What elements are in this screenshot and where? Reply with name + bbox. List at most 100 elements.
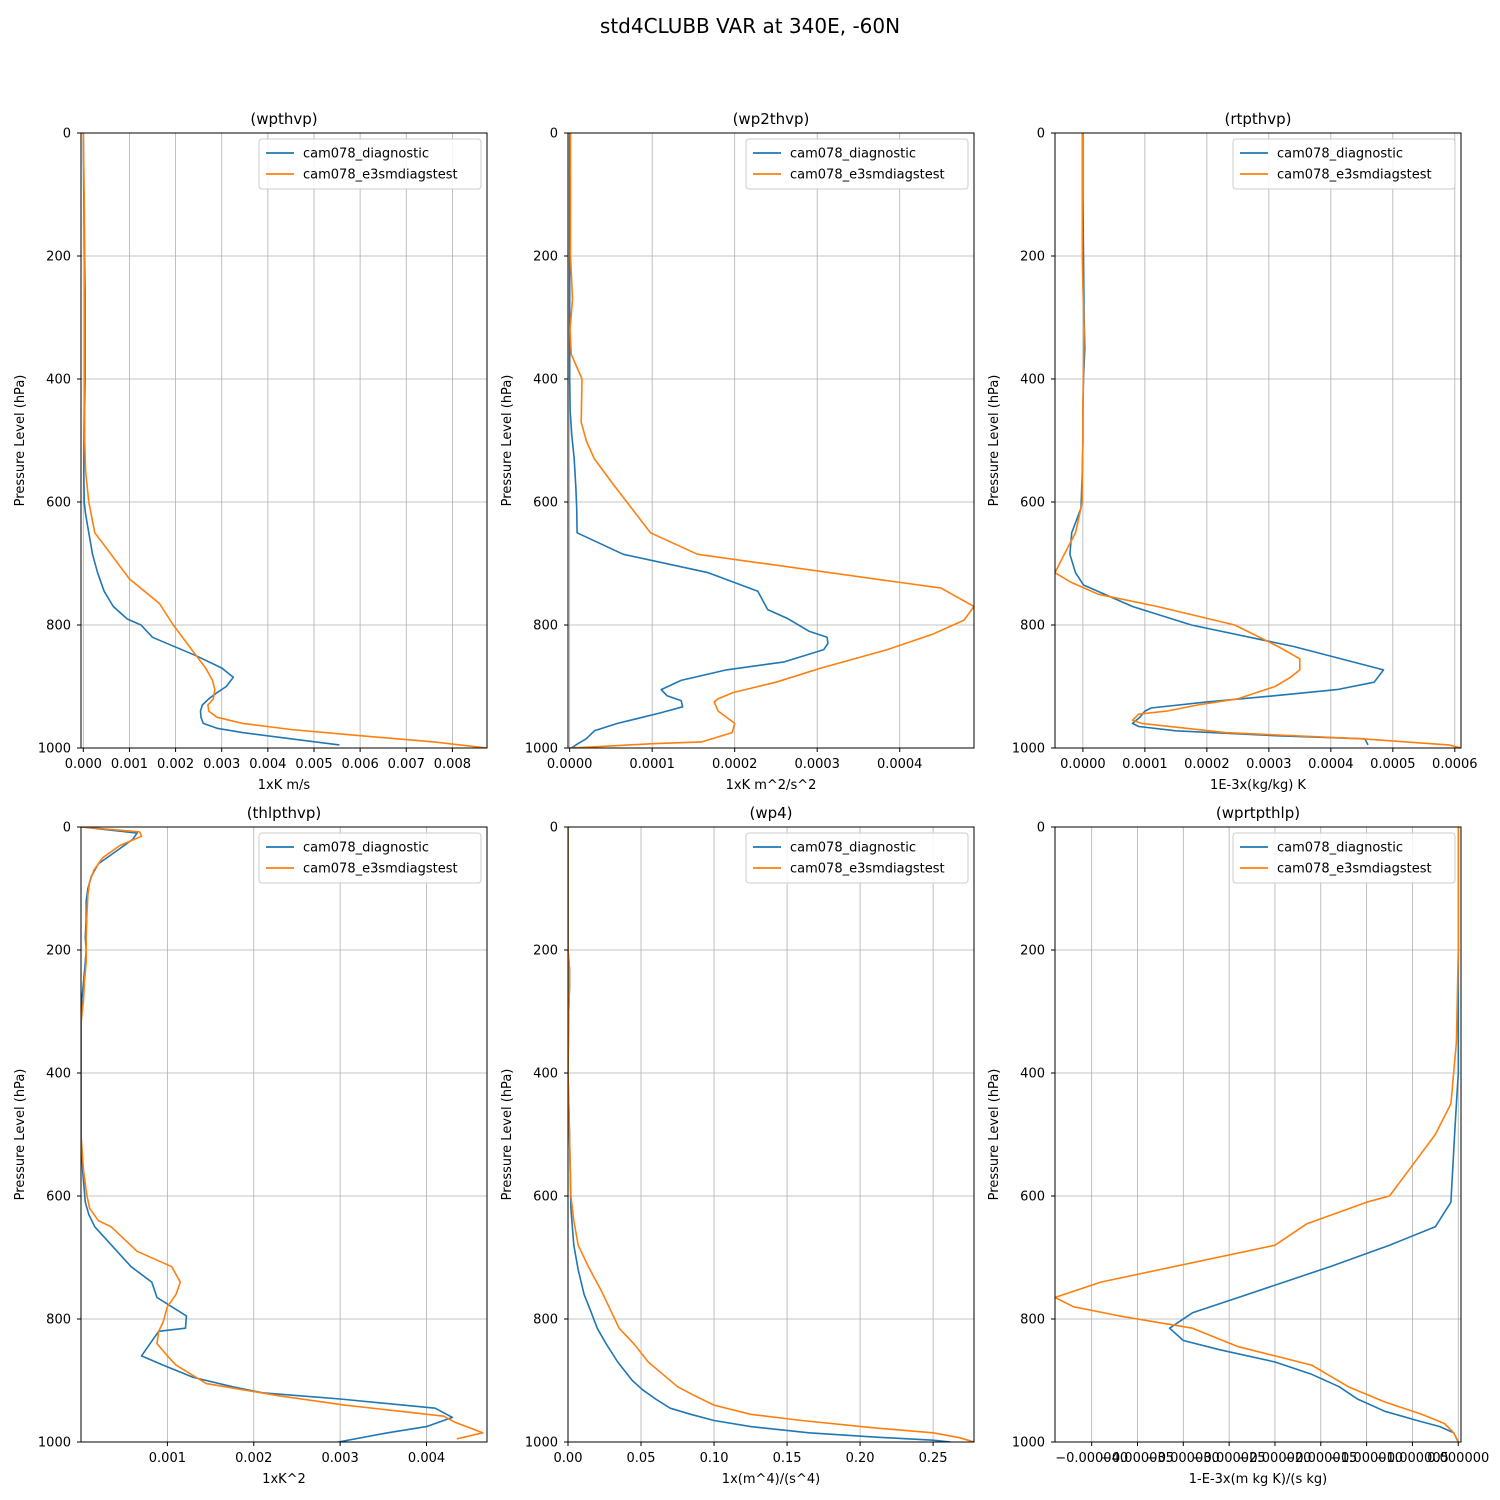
y-tick-label: 0 [1037,821,1045,836]
y-tick-label: 1000 [1012,742,1045,757]
series-line-e3smdiagstest [81,827,484,1440]
y-tick-label: 200 [46,250,71,265]
y-axis-label: Pressure Level (hPa) [500,375,515,507]
legend-label: cam078_e3smdiagstest [790,168,945,183]
subplot-6: −0.000040−0.000035−0.000030−0.000025−0.0… [987,804,1489,1487]
y-tick-label: 800 [1020,1313,1045,1328]
x-axis-label: 1-E-3x(m kg K)/(s kg) [1189,1472,1327,1487]
y-tick-label: 1000 [38,742,71,757]
legend-label: cam078_diagnostic [1277,841,1403,856]
y-tick-label: 400 [1020,373,1045,388]
x-tick-label: 0.001 [149,1451,186,1466]
series-line-diagnostic [81,827,454,1442]
y-tick-label: 600 [1020,1190,1045,1205]
x-axis-label: 1xK m/s [258,778,311,793]
x-tick-label: 0.008 [434,757,471,772]
legend: cam078_diagnostic cam078_e3smdiagstest [1232,832,1456,884]
x-tick-label: −0.000030 [1147,1451,1220,1466]
legend: cam078_diagnostic cam078_e3smdiagstest [258,138,482,190]
series-line-e3smdiagstest [569,133,974,748]
series-line-e3smdiagstest [1055,133,1461,748]
y-axis-label: Pressure Level (hPa) [13,1069,28,1201]
y-tick-label: 600 [533,1190,558,1205]
legend: cam078_diagnostic cam078_e3smdiagstest [745,832,969,884]
x-tick-label: 0.0006 [1432,757,1478,772]
x-tick-label: 0.002 [235,1451,272,1466]
x-tick-label: 0.0004 [1308,757,1354,772]
x-tick-label: 0.05 [627,1451,656,1466]
subplot-2: 0.0000 0.0001 0.0002 0.0003 0.0004 0 200 400 600… [500,110,975,793]
plot-frame [567,132,975,749]
y-tick-label: 1000 [525,742,558,757]
x-tick-label: 0.004 [408,1451,445,1466]
subplot-title: (wprtpthlp) [1216,804,1300,822]
y-tick-label: 800 [1020,619,1045,634]
y-tick-label: 800 [46,619,71,634]
subplot-title: (rtpthvp) [1224,110,1291,128]
legend: cam078_diagnostic cam078_e3smdiagstest [745,138,969,190]
x-tick-label: −0.000010 [1330,1451,1403,1466]
x-tick-label: 0.0000 [547,757,593,772]
subplot-1: 0.000 0.001 0.002 0.003 0.004 0.005 0.006 0.007… [13,110,488,793]
subplot-title: (wpthvp) [250,110,317,128]
y-tick-label: 1000 [38,1436,71,1451]
subplot-title: (thlpthvp) [247,804,322,822]
x-tick-label: 0.0005 [1370,757,1416,772]
series-line-e3smdiagstest [568,827,974,1442]
x-tick-label: −0.000015 [1284,1451,1357,1466]
x-tick-label: 0.006 [342,757,379,772]
legend-box [258,832,482,884]
x-tick-label: −0.000005 [1376,1451,1449,1466]
x-tick-label: 0.001 [111,757,148,772]
x-tick-label: 0.00 [554,1451,583,1466]
x-tick-label: −0.000040 [1055,1451,1128,1466]
x-axis-label: 1x(m^4)/(s^4) [722,1472,820,1487]
y-tick-label: 600 [46,496,71,511]
subplot-5: 0.00 0.05 0.10 0.15 0.20 0.25 0 200 400 600 800 100… [500,804,975,1487]
y-tick-label: 0 [63,821,71,836]
series-line-e3smdiagstest [1055,827,1460,1442]
legend-label: cam078_e3smdiagstest [303,168,458,183]
y-tick-label: 200 [533,250,558,265]
y-axis-label: Pressure Level (hPa) [500,1069,515,1201]
plot-frame [1054,826,1462,1443]
series-line-diagnostic [568,827,951,1442]
series-line-diagnostic [568,133,829,748]
plot-frame [1054,132,1462,749]
legend-label: cam078_diagnostic [303,147,429,162]
y-tick-label: 0 [550,127,558,142]
y-tick-label: 400 [46,1067,71,1082]
y-axis-label: Pressure Level (hPa) [13,375,28,507]
x-tick-label: 0.0003 [1246,757,1292,772]
legend-label: cam078_diagnostic [790,147,916,162]
y-tick-label: 200 [1020,944,1045,959]
y-tick-label: 1000 [1012,1436,1045,1451]
y-tick-label: 600 [533,496,558,511]
y-axis-label: Pressure Level (hPa) [987,1069,1002,1201]
y-axis-label: Pressure Level (hPa) [987,375,1002,507]
legend-label: cam078_e3smdiagstest [1277,862,1432,877]
y-tick-label: 400 [46,373,71,388]
x-tick-label: 0.0003 [794,757,840,772]
x-tick-label: 0.10 [700,1451,729,1466]
series-line-diagnostic [1069,133,1385,746]
y-tick-label: 0 [550,821,558,836]
legend-label: cam078_diagnostic [303,841,429,856]
x-tick-label: 0.005 [295,757,332,772]
y-tick-label: 0 [63,127,71,142]
y-tick-label: 1000 [525,1436,558,1451]
legend-box [1232,138,1456,190]
legend-box [1232,832,1456,884]
legend: cam078_diagnostic cam078_e3smdiagstest [258,832,482,884]
y-tick-label: 800 [533,619,558,634]
x-tick-label: 0.003 [322,1451,359,1466]
x-tick-label: 0.003 [203,757,240,772]
y-tick-label: 200 [1020,250,1045,265]
y-tick-label: 800 [533,1313,558,1328]
subplot-4: 0.001 0.002 0.003 0.004 0 200 400 600 800 1000 (th… [13,804,488,1487]
x-axis-label: 1E-3x(kg/kg) K [1210,778,1306,793]
x-tick-label: 0.0002 [712,757,758,772]
y-tick-label: 200 [533,944,558,959]
figure-title: std4CLUBB VAR at 340E, -60N [599,14,901,38]
legend-label: cam078_e3smdiagstest [790,862,945,877]
